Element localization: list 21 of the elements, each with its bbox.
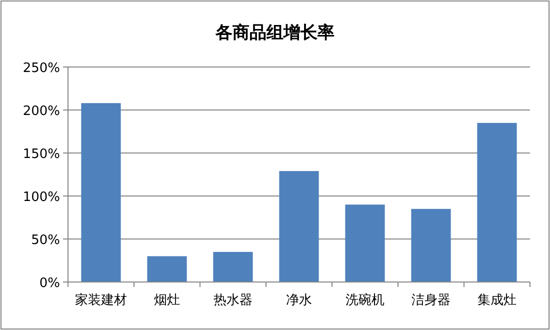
x-tick-label: 净水 <box>286 293 312 308</box>
x-tick-label: 烟灶 <box>154 293 180 308</box>
y-tick-label: 50% <box>31 233 60 248</box>
y-tick-label: 250% <box>22 61 60 76</box>
bar <box>213 252 253 282</box>
bar <box>477 122 517 282</box>
x-tick-label: 家装建材 <box>75 292 127 308</box>
bar <box>147 256 187 282</box>
bar <box>81 103 121 282</box>
chart-title: 各商品组增长率 <box>214 23 334 43</box>
x-tick-label: 热水器 <box>214 293 252 308</box>
x-tick-label: 洁身器 <box>412 293 450 308</box>
y-tick-label: 200% <box>22 104 60 119</box>
x-tick-label: 集成灶 <box>478 293 516 308</box>
bar <box>345 204 385 282</box>
y-tick-label: 100% <box>22 190 60 205</box>
bar <box>279 171 319 282</box>
bar <box>411 208 451 282</box>
y-tick-label: 150% <box>22 147 60 162</box>
x-tick-label: 洗碗机 <box>346 293 384 308</box>
y-tick-label: 0% <box>39 276 60 291</box>
